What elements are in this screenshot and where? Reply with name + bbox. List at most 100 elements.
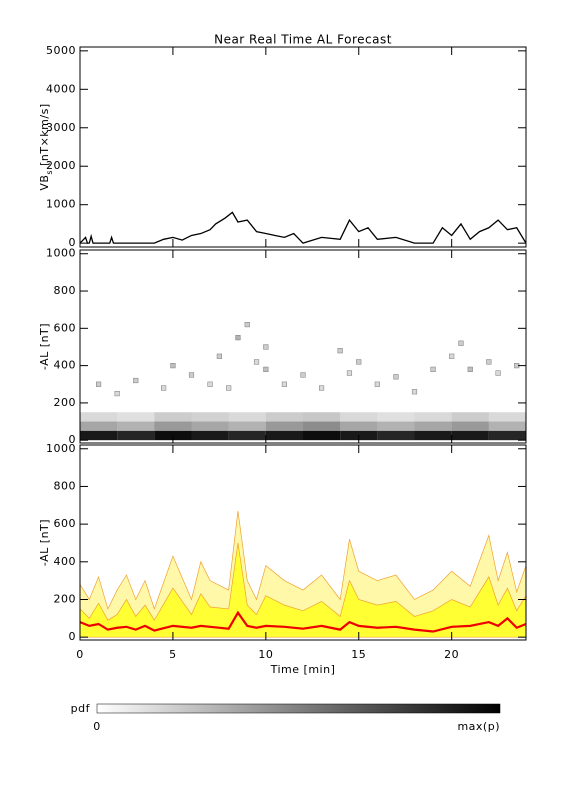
- y-tick-label: 800: [54, 479, 77, 492]
- x-tick-label: 10: [258, 648, 273, 661]
- y-tick-label: 1000: [46, 442, 76, 455]
- pdf-cell: [207, 381, 213, 387]
- pdf-cell: [488, 421, 526, 431]
- pdf-cell: [346, 370, 353, 376]
- pdf-cell: [451, 430, 489, 441]
- panel-frame: [79, 444, 527, 641]
- pdf-cell: [235, 335, 241, 341]
- y-label-unit: [nT×km/s]: [38, 103, 51, 166]
- y-tick-label: 1000: [46, 247, 76, 260]
- pdf-cell: [228, 412, 266, 422]
- y-tick-label: 2000: [46, 159, 76, 172]
- x-tick-label: 15: [351, 648, 366, 661]
- y-tick-label: 4000: [46, 82, 76, 95]
- pdf-cell: [226, 385, 232, 391]
- pdf-cell: [319, 385, 325, 391]
- y-tick-label: 5000: [46, 44, 76, 57]
- pdf-cell: [265, 430, 303, 441]
- y-tick-label: 800: [54, 284, 77, 297]
- panel-frame: [79, 249, 527, 444]
- pdf-cell: [414, 421, 452, 431]
- pdf-cell: [486, 359, 492, 365]
- pdf-cell: [377, 412, 415, 422]
- y-label-main: -AL [nT]: [38, 519, 51, 566]
- pdf-cell: [393, 374, 399, 380]
- pdf-cell: [467, 366, 473, 372]
- y-tick-label: 400: [54, 359, 77, 372]
- pdf-cell: [228, 421, 266, 431]
- band-upper: [80, 510, 526, 638]
- y-axis-label: -AL [nT]: [38, 323, 51, 370]
- colorbar-min: 0: [93, 720, 101, 733]
- pdf-cell: [191, 421, 229, 431]
- pdf-cell: [263, 344, 269, 350]
- pdf-cell: [154, 412, 192, 422]
- pdf-cell: [337, 348, 343, 354]
- pdf-cell: [356, 359, 362, 365]
- y-label-main: -AL [nT]: [38, 323, 51, 370]
- pdf-cell: [300, 372, 306, 378]
- pdf-cell: [414, 430, 452, 441]
- pdf-cell: [80, 430, 118, 441]
- pdf-cell: [281, 381, 287, 387]
- y-tick-label: 200: [54, 396, 77, 409]
- pdf-cell: [488, 412, 526, 422]
- pdf-cell: [265, 421, 303, 431]
- x-tick-label: 20: [444, 648, 459, 661]
- pdf-cell: [80, 421, 118, 431]
- pdf-cell: [96, 381, 102, 387]
- pdf-cell: [244, 322, 250, 328]
- plot-area: [80, 510, 526, 638]
- y-tick-label: 0: [69, 630, 77, 643]
- pdf-cell: [80, 412, 118, 422]
- y-label-main: VB: [38, 175, 51, 191]
- pdf-cell: [161, 385, 167, 391]
- y-axis-label: -AL [nT]: [38, 519, 51, 566]
- pdf-cell: [458, 340, 464, 346]
- pdf-cell: [114, 391, 120, 397]
- pdf-cell: [303, 421, 341, 431]
- pdf-cell: [191, 412, 229, 422]
- colorbar-max: max(p): [457, 720, 500, 733]
- pdf-cell: [191, 430, 229, 441]
- data-line: [80, 211, 526, 244]
- colorbar: [96, 703, 501, 714]
- pdf-cell: [170, 363, 176, 369]
- pdf-cell: [154, 421, 192, 431]
- pdf-cell: [488, 430, 526, 441]
- pdf-cell: [340, 421, 378, 431]
- y-tick-label: 0: [69, 236, 77, 249]
- pdf-cell: [265, 412, 303, 422]
- median-line: [80, 610, 526, 633]
- y-tick-label: 0: [69, 433, 77, 446]
- colorbar-label: pdf: [71, 702, 91, 715]
- y-tick-label: 400: [54, 555, 77, 568]
- pdf-cell: [374, 381, 380, 387]
- pdf-cell: [117, 430, 155, 441]
- pdf-cell: [253, 359, 260, 365]
- y-tick-label: 600: [54, 517, 77, 530]
- pdf-cell: [188, 372, 195, 378]
- panel-frame: [79, 46, 527, 248]
- pdf-cell: [411, 389, 418, 395]
- y-label-sub: s: [45, 170, 54, 175]
- pdf-cell: [303, 430, 341, 441]
- pdf-cell: [451, 421, 489, 431]
- pdf-cell: [377, 421, 415, 431]
- x-tick-label: 0: [76, 648, 84, 661]
- pdf-cell: [263, 366, 269, 372]
- x-tick-label: 5: [169, 648, 177, 661]
- pdf-cell: [340, 412, 378, 422]
- pdf-cell: [414, 412, 452, 422]
- chart-title: Near Real Time AL Forecast: [214, 33, 392, 47]
- plot-area: [80, 211, 526, 244]
- pdf-cell: [451, 412, 489, 422]
- y-axis-label: VBs [nT×km/s]: [38, 103, 54, 190]
- y-tick-label: 3000: [46, 121, 76, 134]
- pdf-cell: [117, 412, 155, 422]
- y-tick-label: 600: [54, 321, 77, 334]
- pdf-cell: [216, 353, 222, 359]
- pdf-cell: [228, 430, 266, 441]
- pdf-cell: [303, 412, 341, 422]
